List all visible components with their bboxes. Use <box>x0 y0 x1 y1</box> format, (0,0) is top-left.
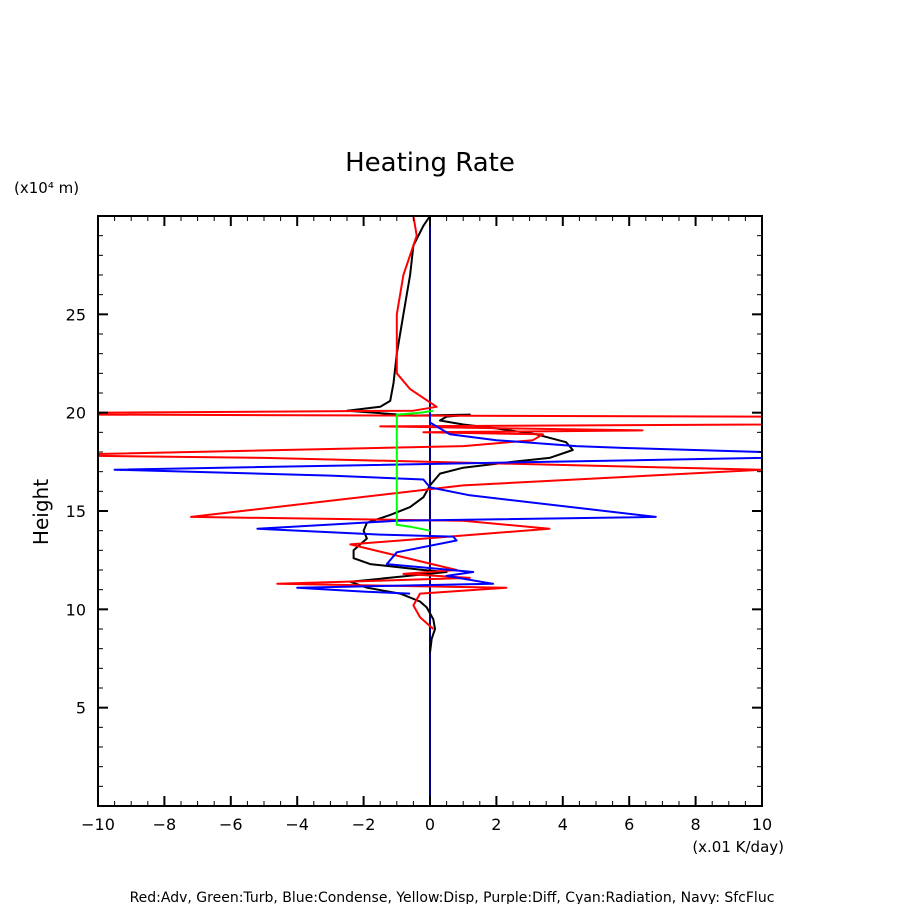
x-tick-label: −2 <box>352 815 376 834</box>
series-line-3 <box>113 412 762 595</box>
x-tick-label: 4 <box>558 815 568 834</box>
tick-labels: −10 −8 −6 −4 −2 0 2 4 6 8 10 5 10 15 20 25 <box>66 305 773 834</box>
x-tick-label: 6 <box>624 815 634 834</box>
chart-title: Heating Rate <box>345 148 515 178</box>
y-tick-label: 5 <box>76 699 86 718</box>
x-tick-label: 0 <box>425 815 435 834</box>
x-tick-label: −10 <box>81 815 115 834</box>
legend-text: Red:Adv, Green:Turb, Blue:Condense, Yell… <box>130 890 775 904</box>
series-line-4 <box>395 409 434 532</box>
y-tick-label: 15 <box>66 502 86 521</box>
y-tick-label: 20 <box>66 404 86 423</box>
x-tick-label: −8 <box>153 815 177 834</box>
series-line-2 <box>98 216 762 630</box>
x-tick-label: 10 <box>752 815 772 834</box>
x-tick-label: 8 <box>691 815 701 834</box>
series-layer <box>98 216 762 806</box>
plot-frame <box>97 215 763 807</box>
y-axis-label: Height <box>29 479 53 545</box>
y-unit-label: (x10⁴ m) <box>14 179 79 197</box>
y-tick-label: 25 <box>66 305 86 324</box>
x-tick-label: −4 <box>285 815 309 834</box>
x-axis-label: (x.01 K/day) <box>692 838 784 856</box>
y-tick-label: 10 <box>66 600 86 619</box>
x-tick-label: −6 <box>219 815 243 834</box>
x-tick-label: 2 <box>491 815 501 834</box>
